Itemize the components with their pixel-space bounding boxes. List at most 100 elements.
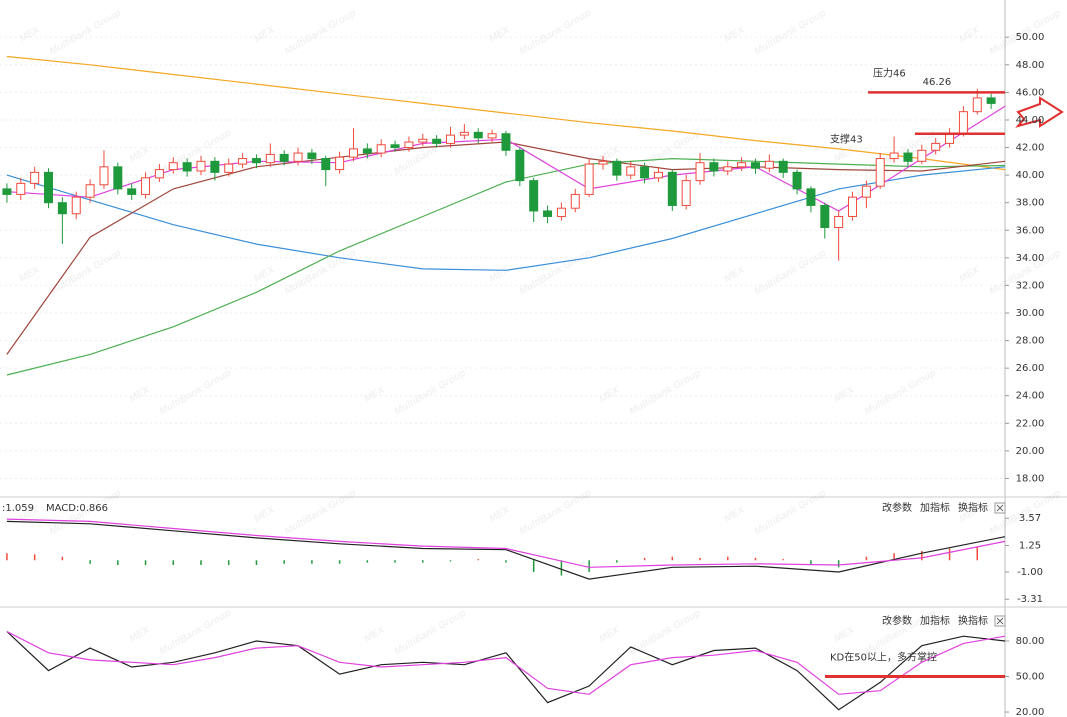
watermark-text: MultiBank Group	[863, 368, 938, 418]
watermark-logo: MEX	[127, 384, 152, 405]
candle-body	[529, 180, 539, 212]
y-tick-label: 32.00	[1016, 280, 1045, 291]
watermark-logo: MEX	[252, 264, 277, 285]
candle-body	[681, 180, 691, 206]
watermarks: MEX MultiBank Group MEX MultiBank Group MEX M…	[17, 8, 1063, 658]
indicator-line	[6, 157, 1006, 376]
watermark-text: MultiBank Group	[283, 8, 358, 58]
candle-body	[57, 202, 67, 215]
watermark-text: MultiBank Group	[283, 488, 358, 538]
candle-body	[584, 163, 594, 195]
y-tick-label: 50.00	[1016, 672, 1045, 683]
candle-body	[806, 188, 816, 206]
indicator-line	[6, 105, 1006, 212]
y-tick-label: 18.00	[1016, 473, 1045, 484]
candle-body	[473, 131, 483, 139]
candle-body	[362, 148, 372, 154]
candle-body	[792, 171, 802, 190]
indicator-line	[6, 630, 1006, 695]
direction-arrow	[1015, 96, 1064, 128]
candle-body	[723, 166, 733, 172]
candle-body	[598, 160, 608, 165]
watermark-logo: MEX	[487, 24, 512, 45]
candle-body	[446, 134, 456, 144]
watermark-text: MultiBank Group	[393, 128, 468, 178]
candle-body	[196, 160, 206, 172]
candle-body	[348, 148, 358, 158]
watermark-logo: MEX	[127, 144, 152, 165]
watermark-logo: MEX	[722, 264, 747, 285]
panel-button[interactable]: 换指标	[958, 501, 988, 514]
candle-body	[418, 138, 428, 143]
indicator-line	[6, 518, 1006, 568]
candle-body	[986, 97, 996, 104]
indicator-line	[6, 520, 1006, 580]
watermark-logo: MEX	[487, 264, 512, 285]
candle-body	[113, 166, 123, 190]
annotation-text: 压力46	[873, 66, 906, 79]
panel-button[interactable]: 加指标	[920, 614, 950, 627]
y-tick-label: -3.31	[1017, 594, 1043, 605]
candle-body	[251, 158, 261, 164]
y-tick-label: 22.00	[1016, 418, 1045, 429]
watermark-text: MultiBank Group	[393, 368, 468, 418]
candle-body	[778, 160, 788, 173]
candle-body	[931, 142, 941, 151]
candle-body	[335, 156, 345, 171]
y-tick-label: 40.00	[1016, 170, 1045, 181]
watermark-logo: MEX	[17, 264, 42, 285]
candle-body	[848, 196, 858, 217]
watermark-text: MultiBank Group	[628, 128, 703, 178]
candle-body	[2, 188, 12, 195]
close-icon	[996, 617, 1004, 625]
y-tick-label: 28.00	[1016, 336, 1045, 347]
watermark-logo: MEX	[957, 264, 982, 285]
watermark-logo: MEX	[832, 144, 857, 165]
candle-body	[321, 158, 331, 171]
watermark-logo: MEX	[597, 624, 622, 645]
candle-body	[154, 169, 164, 179]
candle-body	[224, 163, 234, 173]
watermark-text: MultiBank Group	[48, 248, 123, 298]
watermark-text: MultiBank Group	[158, 608, 233, 658]
annotation-text: 支撑43	[830, 133, 863, 146]
watermark-logo: MEX	[722, 24, 747, 45]
y-tick-label: 38.00	[1016, 198, 1045, 209]
panel-button[interactable]: 加指标	[920, 501, 950, 514]
panel-button[interactable]: 换指标	[958, 614, 988, 627]
candle-body	[85, 184, 95, 198]
candle-body	[376, 144, 386, 154]
panel-button[interactable]: 改参数	[882, 501, 912, 514]
y-tick-label: 36.00	[1016, 225, 1045, 236]
candle-body	[141, 177, 151, 195]
candle-body	[750, 162, 760, 169]
watermark-logo: MEX	[597, 384, 622, 405]
y-tick-label: 46.00	[1016, 87, 1045, 98]
close-icon	[996, 504, 1004, 512]
candle-body	[168, 162, 178, 171]
annotation-text: KD在50以上，多方掌控	[830, 651, 937, 664]
candle-body	[210, 160, 220, 173]
candle-body	[30, 171, 40, 184]
candle-body	[917, 149, 927, 162]
watermark-text: MultiBank Group	[518, 488, 593, 538]
watermark-text: MultiBank Group	[158, 368, 233, 418]
y-tick-label: 44.00	[1016, 115, 1045, 126]
watermark-text: MultiBank Group	[393, 608, 468, 658]
candle-body	[764, 160, 774, 169]
panel-button[interactable]: 改参数	[882, 614, 912, 627]
candle-body	[737, 162, 747, 168]
candle-body	[889, 152, 899, 160]
y-tick-label: 42.00	[1016, 143, 1045, 154]
candle-body	[972, 97, 982, 113]
dif-label: :1.059	[2, 503, 34, 514]
candle-body	[626, 166, 636, 176]
watermark-text: MultiBank Group	[48, 8, 123, 58]
candle-body	[127, 188, 137, 195]
candle-body	[44, 171, 54, 204]
candle-body	[653, 171, 663, 179]
y-tick-label: 30.00	[1016, 308, 1045, 319]
candle-body	[487, 133, 497, 139]
candle-body	[432, 138, 442, 144]
